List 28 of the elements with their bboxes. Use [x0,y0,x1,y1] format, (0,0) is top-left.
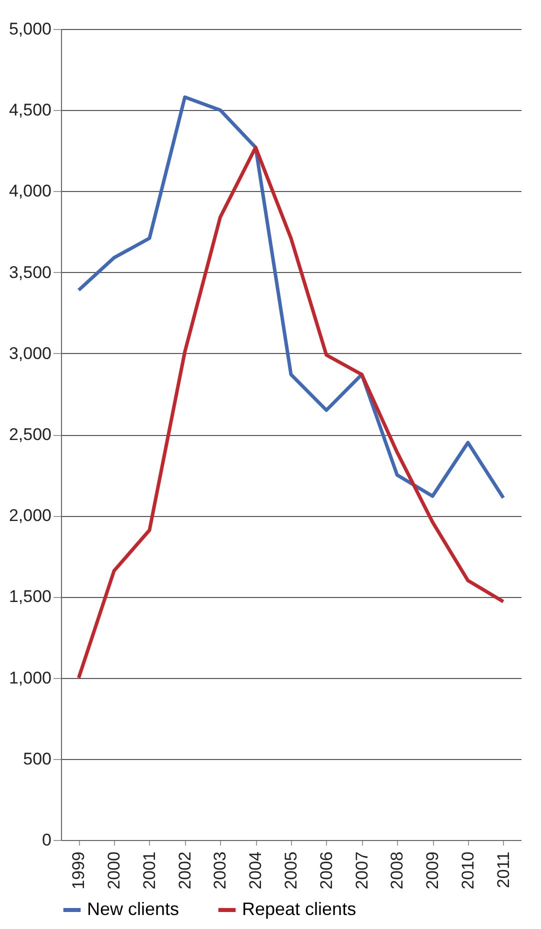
y-tick-label: 5,000 [8,20,52,38]
y-tick-label: 0 [42,830,52,850]
x-tick-label: 2008 [388,852,407,890]
x-tick-label: 2007 [352,852,372,890]
x-tick-label: 2005 [282,852,300,890]
line-series [76,95,506,500]
x-tick-label: 2004 [246,852,266,890]
x-tick-label: 2009 [423,852,442,890]
legend-label: Repeat clients [242,899,356,919]
y-tick-label: 3,500 [8,262,52,282]
x-tick-label: 2006 [316,852,336,890]
y-tick-label: 3,000 [8,344,52,363]
y-tick-label: 2,500 [8,425,52,444]
x-tick-label: 2011 [494,852,513,888]
x-tick-label: 2010 [458,852,478,890]
y-tick-label: 4,500 [8,100,52,120]
line-series [76,146,506,680]
y-tick-label: 1,000 [8,668,52,688]
x-tick-label: 2001 [140,852,159,890]
x-tick-label: 2000 [104,852,124,890]
x-tick-label: 2003 [210,852,230,890]
legend-label: New clients [87,899,180,919]
y-tick-label: 2,000 [8,506,52,526]
x-tick-label: 2002 [175,852,194,890]
y-tick-label: 1,500 [8,587,52,606]
x-tick-label: 1999 [69,852,88,890]
y-tick-label: 4,000 [8,182,52,201]
y-tick-label: 500 [23,749,52,768]
